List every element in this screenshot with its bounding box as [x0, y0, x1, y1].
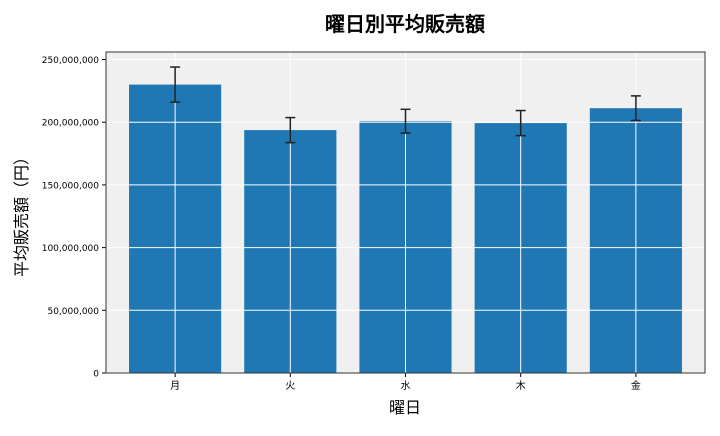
y-tick-label: 200,000,000 — [42, 119, 100, 129]
x-tick-label: 火 — [285, 380, 295, 392]
x-tick-label: 水 — [401, 380, 411, 392]
chart-title: 曜日別平均販売額 — [325, 12, 485, 36]
plot-frame — [105, 51, 706, 374]
x-tick-label: 月 — [170, 380, 180, 392]
y-tick-label: 100,000,000 — [42, 244, 100, 254]
y-tick-label: 150,000,000 — [42, 181, 100, 191]
y-axis-label: 平均販売額（円） — [12, 149, 31, 277]
x-tick-label: 木 — [516, 380, 526, 392]
x-axis-label: 曜日 — [389, 398, 421, 417]
y-tick-label: 50,000,000 — [47, 307, 99, 317]
y-tick-label: 250,000,000 — [42, 56, 100, 66]
x-tick-label: 金 — [631, 379, 641, 392]
y-tick-label: 0 — [93, 370, 99, 380]
